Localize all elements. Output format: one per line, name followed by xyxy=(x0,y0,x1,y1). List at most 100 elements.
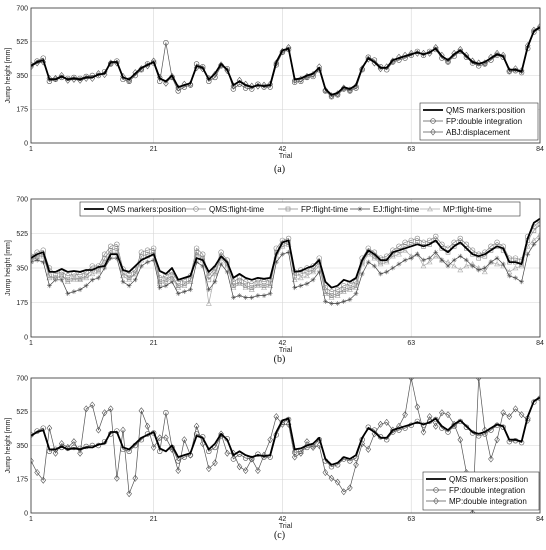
data-point xyxy=(157,275,163,281)
data-point xyxy=(224,269,230,275)
data-point xyxy=(433,233,439,240)
data-point xyxy=(237,293,242,298)
data-point xyxy=(218,430,224,438)
data-point xyxy=(518,67,525,75)
data-point xyxy=(341,287,347,292)
data-point xyxy=(383,418,390,426)
data-point xyxy=(304,272,310,279)
series-line-1 xyxy=(31,217,540,289)
data-point xyxy=(420,239,427,246)
data-point xyxy=(255,281,261,287)
legend-marker xyxy=(433,487,439,493)
data-point xyxy=(120,272,126,279)
x-tick-label: 84 xyxy=(536,516,544,523)
data-point xyxy=(83,405,89,413)
data-point xyxy=(365,445,372,453)
data-point xyxy=(439,257,445,263)
plot-frame xyxy=(30,7,541,144)
data-point xyxy=(230,295,236,300)
data-point xyxy=(46,424,53,432)
data-point xyxy=(445,411,451,419)
legend-entry: QMS markers:position xyxy=(449,475,528,484)
data-point xyxy=(132,474,139,482)
data-point xyxy=(341,299,347,304)
data-point xyxy=(175,467,181,475)
data-point xyxy=(402,247,408,253)
data-point xyxy=(95,70,102,78)
data-point xyxy=(108,247,114,253)
data-point xyxy=(304,281,310,287)
data-point xyxy=(328,288,335,295)
legend-entry: QMS:flight-time xyxy=(209,205,265,214)
data-point xyxy=(481,268,488,275)
data-point xyxy=(451,257,457,263)
data-point xyxy=(506,273,512,279)
data-point xyxy=(408,378,415,382)
data-point xyxy=(163,283,169,289)
data-point xyxy=(414,403,421,411)
data-point xyxy=(433,238,439,243)
x-tick-label: 21 xyxy=(150,146,158,153)
data-point xyxy=(500,261,506,267)
data-point xyxy=(181,289,187,295)
data-point xyxy=(138,249,145,255)
data-point xyxy=(500,54,506,60)
data-point xyxy=(488,259,494,265)
data-point xyxy=(445,245,451,251)
series-line-1 xyxy=(31,396,540,466)
data-point xyxy=(126,283,132,289)
x-tick-label: 84 xyxy=(536,340,544,347)
series-line-2 xyxy=(31,220,540,293)
data-point xyxy=(353,291,359,297)
data-point xyxy=(469,509,476,513)
data-point xyxy=(476,267,482,273)
legend-marker xyxy=(433,497,439,505)
legend-entry: FP:double integration xyxy=(446,117,522,126)
data-point xyxy=(83,283,89,289)
data-point xyxy=(255,467,261,475)
x-tick-label: 63 xyxy=(407,146,415,153)
data-point xyxy=(114,241,120,248)
data-point xyxy=(236,76,243,84)
data-point xyxy=(512,65,519,73)
data-point xyxy=(537,231,540,237)
data-point xyxy=(40,476,47,484)
data-point xyxy=(77,276,83,283)
x-axis-label: Trial xyxy=(279,153,293,160)
data-point xyxy=(218,249,224,255)
series-line-3 xyxy=(31,378,528,513)
data-point xyxy=(163,410,169,416)
x-tick-label: 1 xyxy=(29,146,33,153)
data-point xyxy=(414,418,421,425)
data-point xyxy=(237,279,242,285)
chart-panel-1: 0 175 350 525 700 1 21 42 63 84 Trial Jump height [… xyxy=(5,5,544,175)
data-point xyxy=(120,266,126,272)
data-point xyxy=(432,422,439,430)
data-point xyxy=(396,422,402,430)
y-tick-label: 0 xyxy=(24,334,28,341)
data-point xyxy=(408,255,414,261)
data-point xyxy=(144,247,151,253)
data-point xyxy=(65,277,71,283)
chart-panel-2: 0 175 350 525 700 1 21 42 63 84 Trial Jump height [… xyxy=(5,196,544,365)
data-point xyxy=(46,283,52,289)
data-point xyxy=(52,449,59,457)
data-point xyxy=(206,273,212,279)
data-point xyxy=(236,463,243,471)
data-point xyxy=(193,422,200,430)
x-axis-label: Trial xyxy=(279,523,293,530)
data-point xyxy=(218,253,224,259)
data-point xyxy=(243,295,249,300)
data-point xyxy=(494,49,500,57)
data-point xyxy=(414,251,420,257)
data-point xyxy=(475,378,482,382)
data-point xyxy=(432,253,439,259)
legend-box xyxy=(79,201,521,217)
y-tick-label: 700 xyxy=(16,196,28,203)
data-point xyxy=(175,88,181,94)
data-point xyxy=(298,283,304,289)
data-point xyxy=(304,269,310,275)
data-point xyxy=(150,245,157,251)
data-point xyxy=(463,241,470,248)
data-point xyxy=(457,240,463,245)
